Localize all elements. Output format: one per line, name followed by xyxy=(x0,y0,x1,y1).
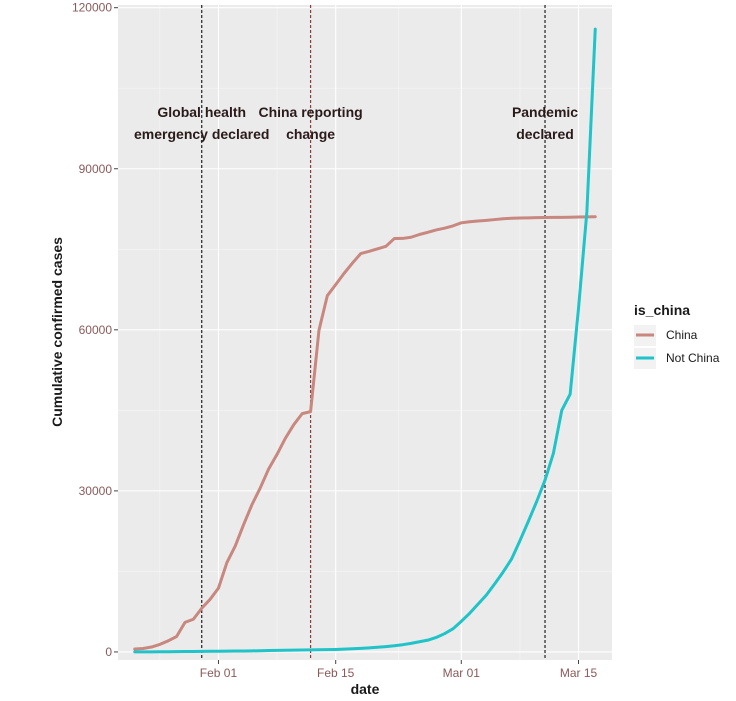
annotation-label: change xyxy=(286,126,335,142)
plot-panel xyxy=(118,5,612,660)
x-tick-label: Feb 01 xyxy=(200,666,238,680)
annotation-label: declared xyxy=(516,126,574,142)
x-tick-label: Mar 01 xyxy=(443,666,481,680)
annotation-label: China reporting xyxy=(258,104,362,120)
y-tick-label: 120000 xyxy=(72,1,112,15)
y-tick-label: 30000 xyxy=(79,484,113,498)
event-annotations: Global health emergency declared China rep… xyxy=(134,104,578,142)
x-tick-label: Mar 15 xyxy=(560,666,598,680)
legend-title: is_china xyxy=(634,302,690,318)
annotation-label: emergency declared xyxy=(134,126,269,142)
legend-label: Not China xyxy=(666,351,720,365)
y-tick-label: 0 xyxy=(105,645,112,659)
series-line-china xyxy=(133,215,597,651)
legend-label: China xyxy=(666,328,698,342)
y-axis-title: Cumulative confirmed cases xyxy=(49,237,65,427)
annotation-label: Global health xyxy=(157,104,246,120)
event-lines xyxy=(201,5,546,660)
minor-gridlines xyxy=(118,5,612,660)
legend: is_china China Not China xyxy=(634,302,720,369)
x-axis-title: date xyxy=(351,681,380,697)
annotation-label: Pandemic xyxy=(512,104,578,120)
series-lines xyxy=(133,27,597,654)
y-tick-label: 60000 xyxy=(79,323,113,337)
y-axis: 0 30000 60000 90000 120000 xyxy=(72,1,118,659)
y-tick-label: 90000 xyxy=(79,162,113,176)
x-axis: Feb 01 Feb 15 Mar 01 Mar 15 xyxy=(200,660,598,680)
x-tick-label: Feb 15 xyxy=(317,666,355,680)
series-line-not-china xyxy=(133,27,597,654)
